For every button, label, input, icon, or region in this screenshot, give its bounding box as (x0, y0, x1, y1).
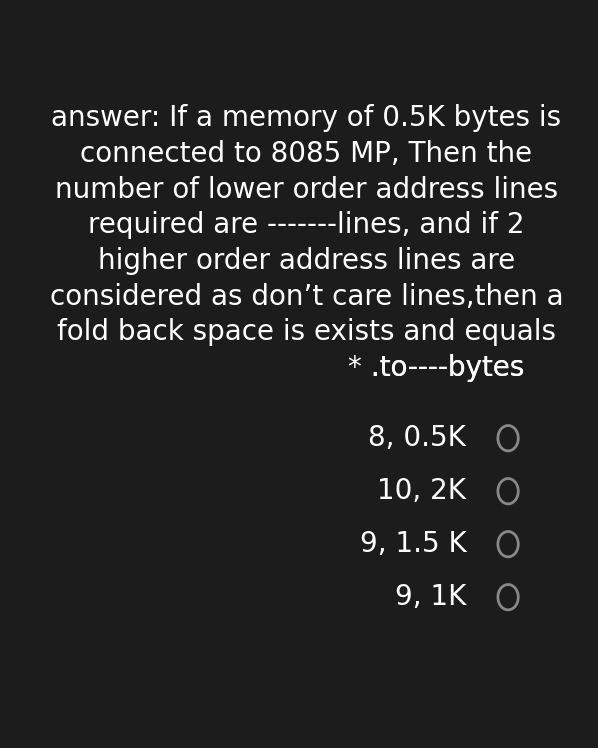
Text: higher order address lines are: higher order address lines are (98, 247, 515, 275)
Text: number of lower order address lines: number of lower order address lines (55, 176, 558, 203)
Circle shape (498, 532, 518, 557)
Text: connected to 8085 MP, Then the: connected to 8085 MP, Then the (80, 140, 533, 168)
Text: considered as don’t care lines,then a: considered as don’t care lines,then a (50, 283, 563, 310)
Circle shape (498, 479, 518, 504)
Text: 9, 1K: 9, 1K (395, 583, 466, 611)
Text: required are -------lines, and if 2: required are -------lines, and if 2 (89, 211, 524, 239)
Circle shape (498, 584, 518, 610)
Text: 10, 2K: 10, 2K (377, 477, 466, 505)
Text: .to----bytes: .to----bytes (371, 354, 524, 382)
Circle shape (498, 426, 518, 451)
Text: 9, 1.5 K: 9, 1.5 K (359, 530, 466, 558)
Text: .to----bytes: .to----bytes (371, 354, 524, 382)
Text: 8, 0.5K: 8, 0.5K (368, 424, 466, 453)
Text: answer: If a memory of 0.5K bytes is: answer: If a memory of 0.5K bytes is (51, 104, 562, 132)
Text: * .to----bytes: * .to----bytes (348, 354, 524, 382)
Text: fold back space is exists and equals: fold back space is exists and equals (57, 319, 556, 346)
Text: * .to----bytes: * .to----bytes (348, 354, 524, 382)
Text: * .to----bytes: * .to----bytes (348, 354, 524, 382)
